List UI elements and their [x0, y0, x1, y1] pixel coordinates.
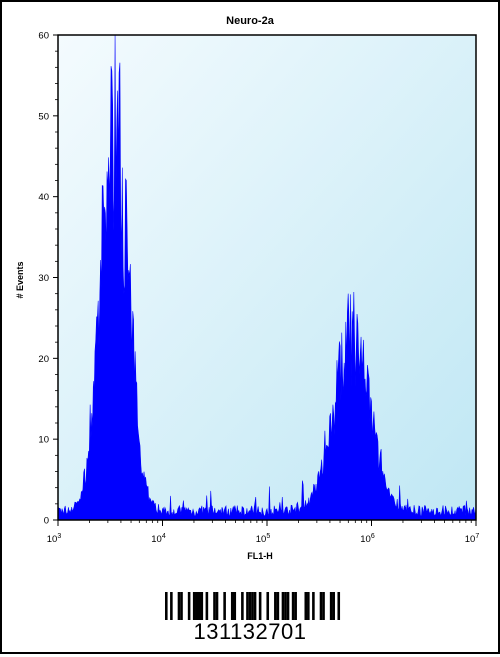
barcode-bar — [241, 592, 244, 620]
y-axis: 0 10 20 30 40 50 60 — [38, 31, 58, 527]
barcode-bar — [322, 592, 325, 620]
barcode-bar — [177, 592, 181, 620]
y-axis-label: # Events — [15, 261, 25, 298]
barcode-bar — [195, 592, 199, 620]
barcode-bar — [213, 592, 216, 620]
barcode-bar — [200, 592, 204, 620]
barcode-bar — [294, 592, 297, 620]
y-tick-label: 30 — [38, 273, 49, 284]
barcode-bar — [197, 592, 201, 620]
barcode-bar — [180, 592, 183, 620]
y-tick-label: 50 — [38, 111, 49, 122]
barcode-number: 131132701 — [194, 619, 307, 644]
x-axis-label: FL1-H — [247, 551, 273, 561]
x-tick-label: 105 — [256, 533, 271, 545]
barcode-bar — [304, 592, 308, 620]
barcode-bar — [165, 592, 168, 620]
barcode-bar — [332, 592, 335, 620]
y-tick-label: 0 — [44, 516, 49, 527]
barcode-bar — [281, 592, 285, 620]
x-tick-label: 106 — [360, 533, 375, 545]
barcode-bar — [329, 592, 333, 620]
barcode-bar — [307, 592, 310, 620]
barcode-bar — [187, 592, 191, 620]
barcode-bar — [253, 592, 257, 620]
x-tick-label: 104 — [151, 533, 166, 545]
barcode-bar — [274, 592, 277, 620]
barcode-bar — [248, 592, 252, 620]
barcode-bar — [276, 592, 280, 620]
x-tick-label: 103 — [47, 533, 62, 545]
barcode-bar — [192, 592, 196, 620]
barcode-bar — [205, 592, 209, 620]
barcode-bar — [246, 592, 249, 620]
plot-area — [57, 34, 477, 521]
barcode-bar — [170, 592, 173, 620]
barcode — [165, 592, 341, 620]
y-tick-label: 10 — [38, 435, 49, 446]
y-tick-label: 20 — [38, 354, 49, 365]
barcode-bar — [233, 592, 237, 620]
barcode-bar — [291, 592, 295, 620]
chart-title: Neuro-2a — [226, 15, 275, 27]
barcode-bar — [258, 592, 262, 620]
barcode-bar — [266, 592, 270, 620]
barcode-bar — [215, 592, 219, 620]
barcode-bar — [312, 592, 315, 620]
barcode-bar — [230, 592, 234, 620]
y-tick-label: 40 — [38, 192, 49, 203]
barcode-bar — [337, 592, 341, 620]
histogram-area — [57, 34, 477, 521]
barcode-bar — [223, 592, 226, 620]
barcode-bar — [319, 592, 323, 620]
y-tick-label: 60 — [38, 31, 49, 42]
x-tick-label: 107 — [465, 533, 480, 545]
x-axis: 103 104 105 106 107 — [47, 520, 480, 545]
barcode-bar — [286, 592, 290, 620]
barcode-bar — [251, 592, 254, 620]
barcode-bar — [284, 592, 287, 620]
